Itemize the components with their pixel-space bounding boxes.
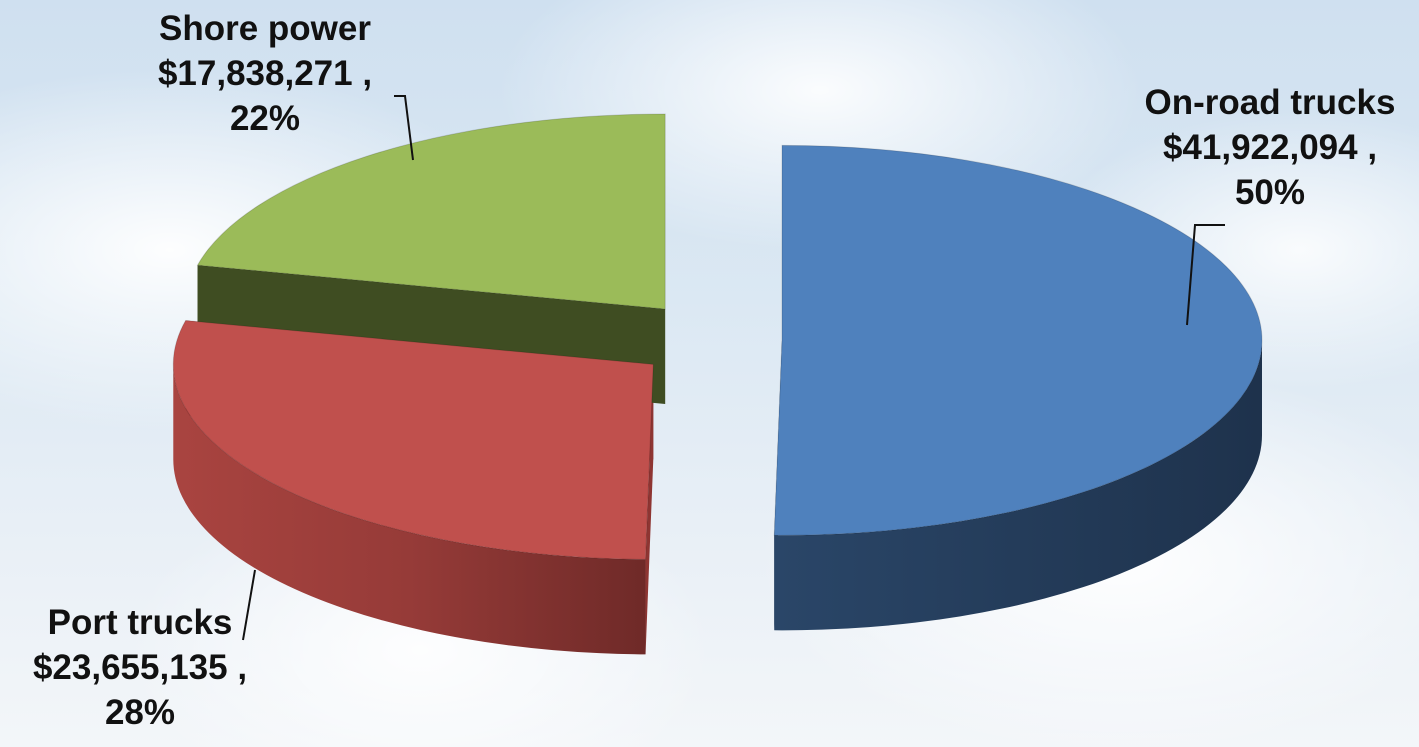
label-on-road-trucks: On-road trucks $41,922,094 , 50%: [1125, 80, 1415, 215]
slice-side-port-trucks: [173, 364, 646, 655]
slice-value-port-trucks: $23,655,135: [32, 648, 228, 687]
slice-value-shore-power: $17,838,271: [157, 54, 353, 93]
slice-on-road-trucks: [773, 144, 1263, 536]
slice-percent-port-trucks: 28%: [104, 693, 176, 732]
slice-shore-power: [196, 113, 666, 310]
slice-name-port-trucks: Port trucks: [47, 603, 233, 642]
leader-line-on-road-trucks: [1186, 224, 1225, 326]
label-port-trucks: Port trucks $23,655,135 , 28%: [5, 600, 275, 735]
slice-name-shore-power: Shore power: [159, 9, 371, 48]
slice-name-on-road-trucks: On-road trucks: [1144, 83, 1396, 122]
leader-line-shore-power: [394, 95, 414, 161]
slice-percent-shore-power: 22%: [229, 99, 301, 138]
leader-line-port-trucks: [242, 569, 256, 641]
slice-percent-on-road-trucks: 50%: [1234, 173, 1306, 212]
slice-port-trucks: [172, 319, 654, 560]
slice-value-on-road-trucks: $41,922,094: [1162, 128, 1358, 167]
slice-side-on-road-trucks: [774, 340, 1262, 631]
label-shore-power: Shore power $17,838,271 , 22%: [130, 6, 400, 141]
